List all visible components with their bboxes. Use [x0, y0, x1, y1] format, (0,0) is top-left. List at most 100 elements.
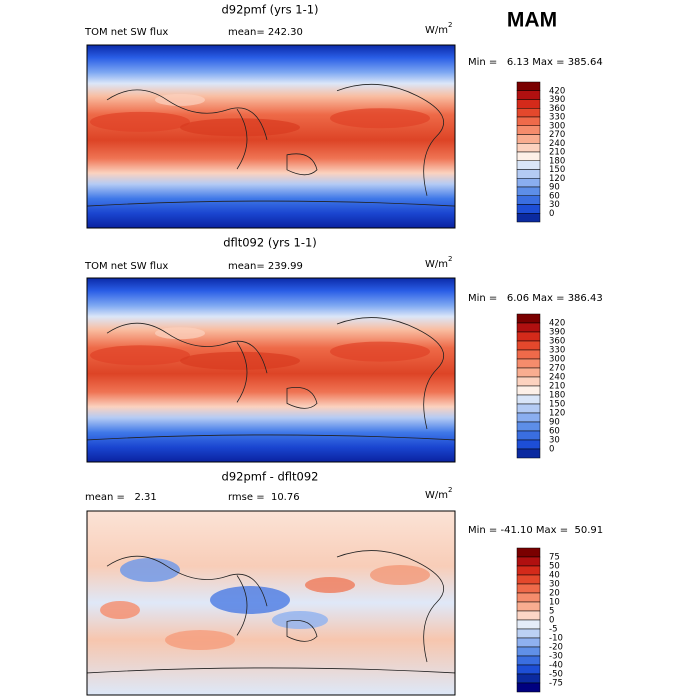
colorbar-label: 210 [549, 382, 565, 392]
panel-left-label: TOM net SW flux [84, 261, 168, 272]
colorbar-label: 240 [549, 373, 565, 383]
coastlines [86, 550, 456, 674]
colorbar-box [516, 412, 541, 423]
map-field [87, 45, 455, 228]
colorbar-box [516, 195, 541, 205]
units-base: W/m [425, 490, 448, 501]
map-blob [305, 577, 355, 593]
colorbar-box [516, 430, 541, 441]
colorbar-box [516, 99, 541, 109]
colorbar-label: -50 [549, 670, 563, 680]
colorbar-box [516, 169, 541, 179]
colorbar-label: 30 [549, 580, 560, 590]
colorbar-label: -40 [549, 661, 563, 671]
colorbar-label: 150 [549, 165, 565, 175]
colorbar-box [516, 628, 541, 639]
colorbar-box [516, 313, 541, 324]
map-blob [330, 108, 430, 129]
units-sup: 2 [448, 486, 452, 494]
colorbar-label: 240 [549, 139, 565, 149]
colorbar-label: 0 [549, 445, 554, 455]
panel-stat-label: mean= 242.30 [228, 27, 303, 38]
units-label: W/m2 [425, 486, 452, 501]
colorbar-box [516, 90, 541, 100]
map-blob [165, 630, 235, 650]
map-blob [90, 345, 190, 366]
colorbar-label: 20 [549, 589, 560, 599]
colorbar-label: 0 [549, 209, 554, 219]
map-frame [86, 44, 456, 229]
colorbar-box [516, 664, 541, 675]
panel-stat-label: mean= 239.99 [228, 261, 303, 272]
colorbar-box [516, 583, 541, 594]
colorbar-label: 180 [549, 391, 565, 401]
colorbar-box [516, 143, 541, 153]
colorbar-label: 40 [549, 571, 560, 581]
coastlines [86, 83, 456, 207]
colorbar-label: -20 [549, 643, 563, 653]
colorbar-box [516, 358, 541, 369]
map-blob [90, 111, 190, 132]
min-max-label: Min = 6.06 Max = 386.43 [468, 293, 603, 304]
units-base: W/m [425, 25, 448, 36]
colorbar-label: 5 [549, 607, 554, 617]
colorbar-label: 360 [549, 337, 565, 347]
colorbar-box [516, 213, 541, 223]
colorbar-label: 330 [549, 113, 565, 123]
colorbar-label: -75 [549, 679, 563, 689]
colorbar-label: 180 [549, 156, 565, 166]
colorbar-box [516, 610, 541, 621]
main-title: MAM [507, 9, 557, 32]
colorbar-label: 50 [549, 562, 560, 572]
colorbar-label: 60 [549, 427, 560, 437]
map-blob [100, 601, 140, 619]
colorbar-box [516, 439, 541, 450]
colorbar-box [516, 367, 541, 378]
map-blob [180, 351, 300, 370]
colorbar-label: 0 [549, 616, 554, 626]
map-blob [155, 327, 205, 340]
colorbar-label: 150 [549, 400, 565, 410]
colorbar-box [516, 556, 541, 567]
colorbar-box [516, 547, 541, 558]
map-blob [370, 565, 430, 585]
colorbar-box [516, 125, 541, 135]
panel-left-label: mean = 2.31 [85, 492, 157, 503]
map-blob [272, 611, 328, 629]
colorbar-box [516, 178, 541, 188]
colorbar-label: 90 [549, 418, 560, 428]
colorbar-label: 75 [549, 553, 560, 563]
colorbar-box [516, 204, 541, 214]
panel-title: d92pmf - dflt092 [222, 470, 319, 484]
panel-stat-label: rmse = 10.76 [228, 492, 300, 503]
colorbar-box [516, 655, 541, 666]
colorbar-box [516, 403, 541, 414]
colorbar-box [516, 619, 541, 630]
map-blob [155, 93, 205, 106]
colorbar-box [516, 349, 541, 360]
colorbar-box [516, 673, 541, 684]
colorbar-box [516, 682, 541, 693]
colorbar-box [516, 448, 541, 459]
map-blob [180, 118, 300, 137]
units-label: W/m2 [425, 255, 452, 270]
colorbar-label: 30 [549, 436, 560, 446]
colorbar-label: 90 [549, 183, 560, 193]
colorbar-box [516, 565, 541, 576]
colorbar-label: -10 [549, 634, 563, 644]
colorbar-box [516, 322, 541, 333]
colorbar-label: 270 [549, 364, 565, 374]
colorbar-label: 390 [549, 95, 565, 105]
colorbar-label: 270 [549, 130, 565, 140]
colorbar-label: 300 [549, 121, 565, 131]
map-blob [120, 558, 180, 582]
map-field [87, 278, 455, 462]
colorbar-box [516, 592, 541, 603]
colorbar-label: 330 [549, 346, 565, 356]
colorbar-label: 300 [549, 355, 565, 365]
colorbar-label: 390 [549, 328, 565, 338]
coastlines [86, 317, 456, 441]
colorbar-box [516, 151, 541, 161]
colorbar-label: -30 [549, 652, 563, 662]
